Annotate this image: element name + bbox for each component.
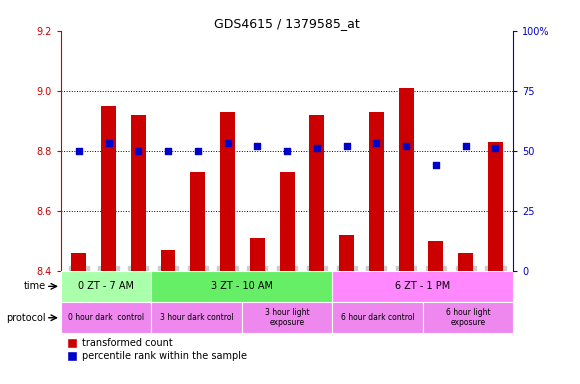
Point: [432, 162, 441, 168]
Bar: [339, 235, 354, 271]
Point: [342, 143, 351, 149]
Point: [253, 143, 262, 149]
Bar: [488, 142, 503, 271]
Text: 6 ZT - 1 PM: 6 ZT - 1 PM: [395, 281, 451, 291]
Point: [312, 145, 321, 151]
Bar: [423, 302, 513, 333]
Bar: [398, 88, 414, 271]
Bar: [161, 250, 176, 271]
Point: [461, 143, 470, 149]
Text: 0 ZT - 7 AM: 0 ZT - 7 AM: [78, 281, 134, 291]
Bar: [369, 112, 384, 271]
Text: time: time: [24, 281, 46, 291]
Text: protocol: protocol: [6, 313, 46, 323]
Point: [74, 147, 84, 154]
Bar: [101, 106, 116, 271]
Bar: [220, 112, 235, 271]
Text: 3 hour light
exposure: 3 hour light exposure: [265, 308, 309, 328]
Title: GDS4615 / 1379585_at: GDS4615 / 1379585_at: [214, 17, 360, 30]
Point: [372, 141, 381, 147]
Bar: [151, 271, 332, 302]
Bar: [309, 115, 324, 271]
Point: [133, 147, 143, 154]
Bar: [190, 172, 205, 271]
Bar: [61, 302, 151, 333]
Bar: [429, 241, 443, 271]
Bar: [131, 115, 146, 271]
Point: [193, 147, 202, 154]
Point: [491, 145, 500, 151]
Text: 0 hour dark  control: 0 hour dark control: [68, 313, 144, 322]
Point: [401, 143, 411, 149]
Point: [164, 147, 173, 154]
Text: 6 hour light
exposure: 6 hour light exposure: [446, 308, 490, 328]
Point: [223, 141, 232, 147]
Point: [282, 147, 292, 154]
Point: [104, 141, 113, 147]
Bar: [332, 271, 513, 302]
Bar: [458, 253, 473, 271]
Bar: [250, 238, 265, 271]
Bar: [151, 302, 242, 333]
Bar: [71, 253, 86, 271]
Text: 6 hour dark control: 6 hour dark control: [340, 313, 415, 322]
Bar: [280, 172, 295, 271]
Bar: [332, 302, 423, 333]
Text: 3 hour dark control: 3 hour dark control: [160, 313, 234, 322]
Text: 3 ZT - 10 AM: 3 ZT - 10 AM: [211, 281, 273, 291]
Bar: [61, 271, 151, 302]
Bar: [242, 302, 332, 333]
Legend: transformed count, percentile rank within the sample: transformed count, percentile rank withi…: [66, 338, 247, 361]
